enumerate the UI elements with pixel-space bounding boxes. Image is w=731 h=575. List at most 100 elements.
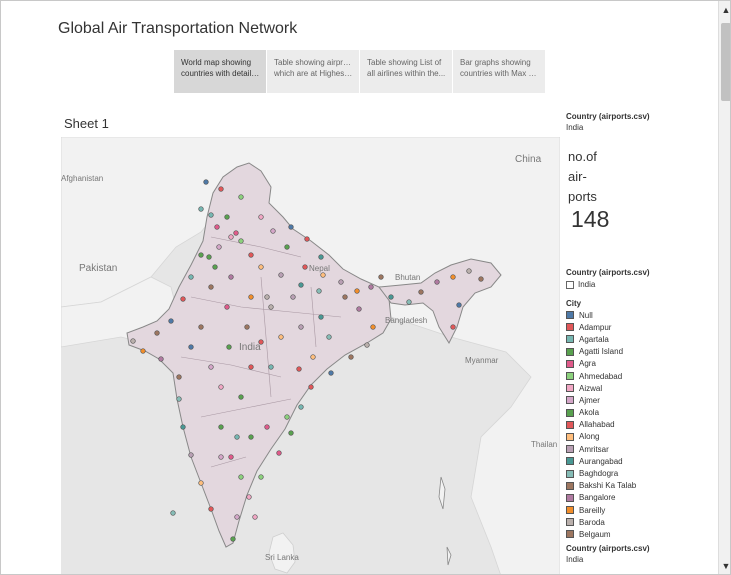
airport-point[interactable] <box>168 318 174 324</box>
tab-world-map[interactable]: World map showing countries with details… <box>174 50 266 93</box>
airport-point[interactable] <box>298 324 304 330</box>
airport-point[interactable] <box>233 230 239 236</box>
airport-point[interactable] <box>176 374 182 380</box>
filter-top-value[interactable]: India <box>566 123 584 132</box>
airport-point[interactable] <box>316 288 322 294</box>
airport-point[interactable] <box>388 294 394 300</box>
map-canvas[interactable]: China Afghanistan Pakistan Nepal Bhutan … <box>61 137 560 575</box>
airport-point[interactable] <box>252 514 258 520</box>
airport-point[interactable] <box>248 434 254 440</box>
legend-item[interactable]: Baroda <box>566 516 706 528</box>
airport-point[interactable] <box>338 279 344 285</box>
airport-point[interactable] <box>214 224 220 230</box>
airport-point[interactable] <box>308 384 314 390</box>
airport-point[interactable] <box>342 294 348 300</box>
airport-point[interactable] <box>264 294 270 300</box>
airport-point[interactable] <box>238 238 244 244</box>
legend-item[interactable]: Agra <box>566 358 706 370</box>
airport-point[interactable] <box>230 536 236 542</box>
legend-item[interactable]: Agatti Island <box>566 346 706 358</box>
airport-point[interactable] <box>208 364 214 370</box>
airport-point[interactable] <box>368 284 374 290</box>
airport-point[interactable] <box>180 424 186 430</box>
airport-point[interactable] <box>208 506 214 512</box>
airport-point[interactable] <box>356 306 362 312</box>
legend-item[interactable]: Belgaum <box>566 528 706 539</box>
airport-point[interactable] <box>188 274 194 280</box>
airport-point[interactable] <box>320 272 326 278</box>
airport-point[interactable] <box>278 334 284 340</box>
legend-item[interactable]: Null <box>566 309 706 321</box>
airport-point[interactable] <box>434 279 440 285</box>
filter-bottom-value[interactable]: India <box>566 555 584 564</box>
airport-point[interactable] <box>278 272 284 278</box>
airport-point[interactable] <box>298 404 304 410</box>
airport-point[interactable] <box>170 510 176 516</box>
scroll-down-icon[interactable]: ▼ <box>721 561 731 571</box>
airport-point[interactable] <box>258 264 264 270</box>
airport-point[interactable] <box>284 244 290 250</box>
vertical-scrollbar[interactable]: ▲ ▼ <box>718 1 731 574</box>
airport-point[interactable] <box>456 302 462 308</box>
airport-point[interactable] <box>270 228 276 234</box>
airport-point[interactable] <box>258 474 264 480</box>
legend-item[interactable]: Allahabad <box>566 419 706 431</box>
airport-points[interactable] <box>130 179 484 542</box>
airport-point[interactable] <box>406 299 412 305</box>
airport-point[interactable] <box>238 474 244 480</box>
legend-item[interactable]: Baghdogra <box>566 467 706 479</box>
airport-point[interactable] <box>298 282 304 288</box>
airport-point[interactable] <box>228 454 234 460</box>
airport-point[interactable] <box>276 450 282 456</box>
airport-point[interactable] <box>418 289 424 295</box>
airport-point[interactable] <box>218 186 224 192</box>
tab-bar-graphs[interactable]: Bar graphs showing countries with Max N.… <box>453 50 545 93</box>
airport-point[interactable] <box>130 338 136 344</box>
airport-point[interactable] <box>234 514 240 520</box>
airport-point[interactable] <box>248 294 254 300</box>
legend-item[interactable]: Along <box>566 431 706 443</box>
airport-point[interactable] <box>318 254 324 260</box>
airport-point[interactable] <box>238 194 244 200</box>
airport-point[interactable] <box>154 330 160 336</box>
airport-point[interactable] <box>268 304 274 310</box>
legend-item[interactable]: Bareilly <box>566 504 706 516</box>
legend-item[interactable]: Agartala <box>566 333 706 345</box>
airport-point[interactable] <box>140 348 146 354</box>
airport-point[interactable] <box>234 434 240 440</box>
airport-point[interactable] <box>212 264 218 270</box>
airport-point[interactable] <box>248 364 254 370</box>
airport-point[interactable] <box>224 214 230 220</box>
legend-item[interactable]: Bangalore <box>566 492 706 504</box>
airport-point[interactable] <box>348 354 354 360</box>
airport-point[interactable] <box>326 334 332 340</box>
airport-point[interactable] <box>198 324 204 330</box>
airport-point[interactable] <box>228 234 234 240</box>
airport-point[interactable] <box>304 236 310 242</box>
airport-point[interactable] <box>264 424 270 430</box>
airport-point[interactable] <box>268 364 274 370</box>
airport-point[interactable] <box>318 314 324 320</box>
airport-point[interactable] <box>198 480 204 486</box>
airport-point[interactable] <box>208 284 214 290</box>
airport-point[interactable] <box>288 430 294 436</box>
airport-point[interactable] <box>246 494 252 500</box>
legend-item[interactable]: Ajmer <box>566 394 706 406</box>
airport-point[interactable] <box>378 274 384 280</box>
airport-point[interactable] <box>224 304 230 310</box>
legend-item[interactable]: Akola <box>566 407 706 419</box>
airport-point[interactable] <box>302 264 308 270</box>
tab-highest-airports[interactable]: Table showing airprots which are at High… <box>267 50 359 93</box>
airport-point[interactable] <box>226 344 232 350</box>
airport-point[interactable] <box>258 214 264 220</box>
airport-point[interactable] <box>188 452 194 458</box>
airport-point[interactable] <box>206 254 212 260</box>
airport-point[interactable] <box>216 244 222 250</box>
airport-point[interactable] <box>208 212 214 218</box>
airport-point[interactable] <box>218 384 224 390</box>
airport-point[interactable] <box>284 414 290 420</box>
legend-item[interactable]: Ahmedabad <box>566 370 706 382</box>
legend-item[interactable]: Bakshi Ka Talab <box>566 480 706 492</box>
airport-point[interactable] <box>158 356 164 362</box>
airport-point[interactable] <box>258 339 264 345</box>
